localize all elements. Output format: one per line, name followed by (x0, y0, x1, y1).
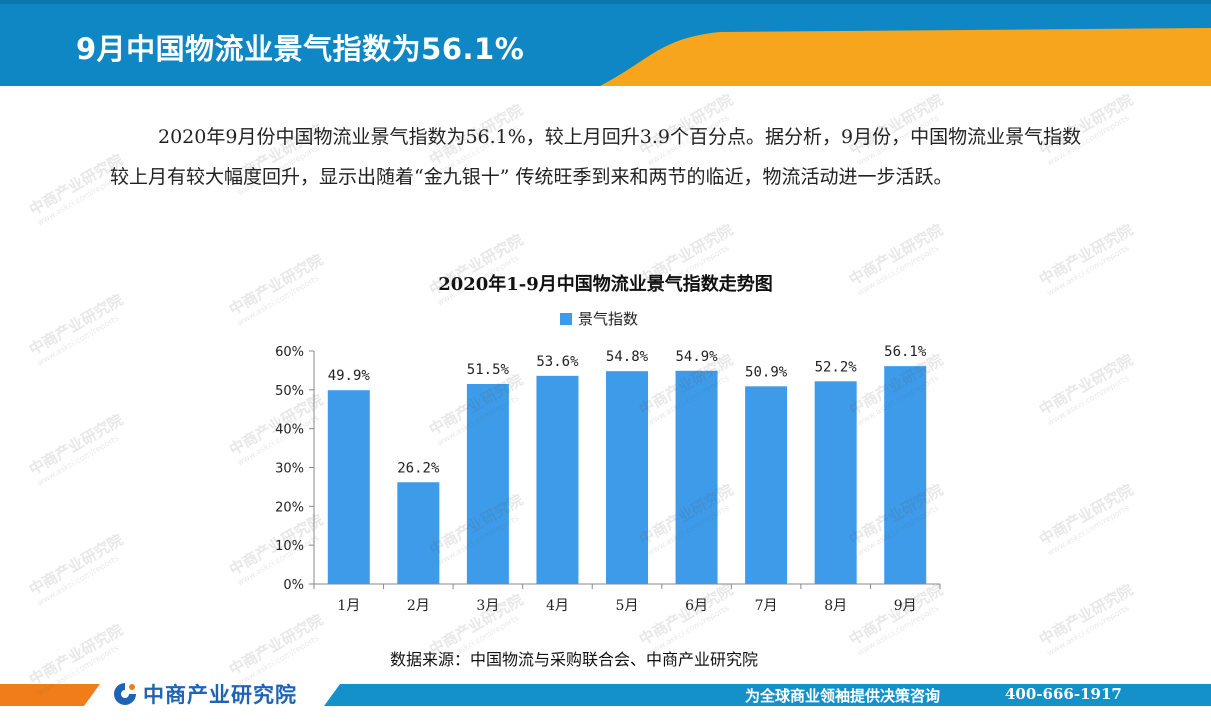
data-source: 数据来源：中国物流与采购联合会、中商产业研究院 (390, 650, 759, 669)
x-tick-label: 5月 (616, 598, 639, 614)
data-label: 50.9% (745, 364, 788, 380)
bar (745, 386, 788, 584)
bar (606, 371, 648, 584)
x-tick-label: 4月 (546, 598, 569, 614)
y-tick-label: 40% (275, 423, 304, 438)
intro-paragraph: 2020年9月份中国物流业景气指数为56.1%，较上月回升3.9个百分点。据分析… (110, 126, 1082, 188)
y-tick-label: 10% (275, 539, 304, 554)
header-banner: 9月中国物流业景气指数为56.1% (0, 0, 1211, 86)
bar (884, 366, 927, 584)
footer-bar (0, 678, 1211, 712)
bar (675, 370, 718, 584)
y-tick-label: 20% (275, 500, 304, 515)
y-tick-label: 60% (275, 345, 304, 360)
data-label: 56.1% (884, 344, 927, 360)
x-tick-label: 1月 (337, 598, 360, 614)
logo-icon (114, 683, 136, 705)
x-tick-label: 8月 (824, 598, 847, 614)
x-tick-label: 2月 (407, 598, 430, 614)
x-tick-label: 6月 (685, 598, 708, 614)
data-label: 54.9% (675, 349, 718, 365)
y-tick-label: 0% (283, 578, 304, 593)
logo-text: 中商产业研究院 (143, 683, 297, 707)
chart-title: 2020年1-9月中国物流业景气指数走势图 (438, 274, 773, 295)
data-label: 54.8% (606, 349, 649, 365)
data-label: 51.5% (467, 362, 510, 378)
data-label: 26.2% (397, 460, 440, 476)
y-tick-label: 50% (275, 384, 304, 399)
x-tick-label: 9月 (894, 598, 917, 614)
footer-slogan: 为全球商业领袖提供决策咨询 (745, 687, 941, 705)
page-title: 9月中国物流业景气指数为56.1% (76, 32, 525, 66)
bar (466, 384, 509, 584)
legend-swatch (560, 313, 572, 325)
bar (536, 375, 579, 584)
x-tick-label: 3月 (476, 598, 499, 614)
data-label: 53.6% (536, 354, 579, 370)
footer-background (0, 678, 1211, 706)
bar (327, 390, 370, 584)
data-label: 49.9% (328, 368, 371, 384)
x-tick-label: 7月 (755, 598, 778, 614)
company-logo: 中商产业研究院 (111, 681, 297, 707)
header-background (0, 0, 1211, 86)
bar-chart: 景气指数 0% 10% 20% 30% 40% 50% 60% 49.9% 1月 26.2% 2月 51… (275, 310, 941, 614)
legend-label: 景气指数 (578, 310, 638, 328)
bar (814, 381, 857, 584)
y-tick-label: 30% (275, 462, 304, 477)
bar (397, 482, 440, 584)
data-label: 52.2% (815, 359, 858, 375)
footer-phone: 400-666-1917 (1005, 685, 1122, 703)
